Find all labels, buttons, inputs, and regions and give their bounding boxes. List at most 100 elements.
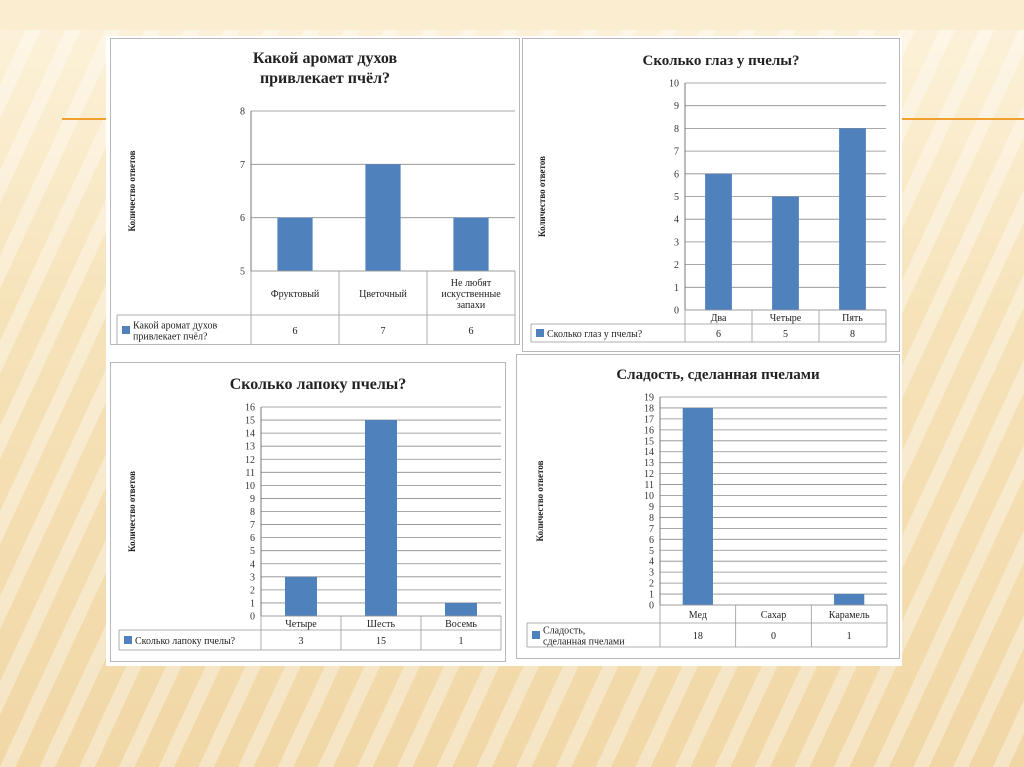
y-tick-label: 5	[240, 267, 245, 278]
data-table-value: 7	[381, 326, 386, 337]
y-tick-label: 6	[250, 533, 255, 544]
chart-title: Сколько глаз у пчелы?	[642, 53, 799, 69]
y-tick-label: 3	[250, 572, 255, 583]
y-tick-label: 7	[240, 160, 245, 171]
y-tick-label: 3	[649, 568, 654, 579]
y-axis-label: Количество ответов	[535, 460, 545, 541]
category-label: Четыре	[285, 619, 317, 630]
accent-line-left	[62, 118, 120, 120]
chart-panel-sweet: Сладость, сделанная пчелами Количество от…	[516, 354, 900, 659]
y-tick-label: 8	[674, 124, 679, 135]
y-tick-label: 5	[674, 192, 679, 203]
y-tick-label: 14	[245, 429, 255, 440]
chart-title: Какой аромат духов привлекает пчёл?	[253, 50, 398, 87]
y-tick-label: 1	[674, 283, 679, 294]
y-tick-label: 16	[644, 425, 654, 436]
legend-series-name: Сколько лапоку пчелы?	[135, 636, 236, 647]
y-tick-label: 11	[245, 468, 255, 479]
legend-key	[124, 636, 132, 644]
category-label: Восемь	[445, 619, 477, 630]
y-tick-label: 7	[649, 524, 654, 535]
chart-legs: Сколько лапоку пчелы? Количество ответов 0…	[118, 376, 502, 651]
bar-2	[772, 196, 799, 310]
chart-title: Сладость, сделанная пчелами	[616, 367, 820, 383]
y-tick-label: 2	[649, 579, 654, 590]
bar-3	[453, 217, 489, 271]
data-table-value: 3	[299, 636, 304, 647]
y-tick-label: 5	[649, 546, 654, 557]
y-tick-label: 12	[644, 469, 654, 480]
legend-key	[536, 329, 544, 337]
category-label: Пять	[842, 313, 863, 324]
y-tick-label: 1	[250, 598, 255, 609]
chart-title: Сколько лапоку пчелы?	[230, 376, 407, 393]
chart-eyes: Сколько глаз у пчелы? Количество ответов 0…	[530, 53, 887, 343]
y-tick-label: 6	[240, 213, 245, 224]
slide-top-band	[0, 0, 1024, 30]
y-tick-label: 2	[674, 260, 679, 271]
chart-panel-perfume: Какой аромат духов привлекает пчёл? Количе…	[110, 38, 520, 345]
bar-1	[277, 217, 313, 271]
data-table-value: 18	[693, 631, 703, 642]
chart-panel-legs: Сколько лапоку пчелы? Количество ответов 0…	[110, 362, 506, 662]
data-table-value: 5	[783, 329, 788, 340]
y-tick-label: 2	[250, 585, 255, 596]
category-label: Цветочный	[359, 289, 407, 300]
data-table-value: 1	[459, 636, 464, 647]
category-label: Шесть	[367, 619, 396, 630]
data-table-value: 6	[716, 329, 721, 340]
y-tick-label: 0	[674, 306, 679, 317]
chart-panel-eyes: Сколько глаз у пчелы? Количество ответов 0…	[522, 38, 900, 352]
category-label: Фруктовый	[271, 289, 320, 300]
bar-3	[834, 594, 865, 605]
y-tick-label: 9	[250, 494, 255, 505]
data-table-value: 6	[469, 326, 474, 337]
y-tick-label: 8	[240, 107, 245, 118]
category-label: Карамель	[829, 610, 870, 621]
y-axis-label: Количество ответов	[127, 471, 137, 552]
data-table-value: 15	[376, 636, 386, 647]
data-table-value: 6	[293, 326, 298, 337]
y-axis-label: Количество ответов	[537, 156, 547, 237]
y-tick-label: 11	[644, 480, 654, 491]
legend-key	[122, 326, 130, 334]
y-tick-label: 0	[649, 601, 654, 612]
y-tick-label: 5	[250, 546, 255, 557]
y-tick-label: 4	[649, 557, 654, 568]
bar-1	[705, 173, 732, 310]
y-tick-label: 0	[250, 612, 255, 623]
category-label: Четыре	[770, 313, 802, 324]
y-tick-label: 9	[674, 101, 679, 112]
category-label: Сахар	[761, 610, 786, 621]
y-tick-label: 10	[644, 491, 654, 502]
category-label: Мед	[689, 610, 707, 621]
y-tick-label: 3	[674, 237, 679, 248]
data-table-value: 0	[771, 631, 776, 642]
y-tick-label: 14	[644, 447, 654, 458]
y-tick-label: 6	[649, 535, 654, 546]
charts-sheet: Какой аромат духов привлекает пчёл? Количе…	[106, 36, 902, 666]
y-tick-label: 8	[250, 507, 255, 518]
y-tick-label: 19	[644, 393, 654, 404]
legend-series-name: Какой аромат духов привлекает пчёл?	[133, 321, 217, 343]
chart-perfume: Какой аромат духов привлекает пчёл? Количе…	[116, 50, 516, 344]
y-tick-label: 13	[245, 442, 255, 453]
y-tick-label: 8	[649, 513, 654, 524]
accent-line-right	[896, 118, 1024, 120]
y-tick-label: 4	[674, 215, 679, 226]
bar-3	[445, 602, 477, 616]
data-table-value: 1	[847, 631, 852, 642]
bar-3	[839, 128, 866, 310]
y-tick-label: 4	[250, 559, 255, 570]
y-tick-label: 7	[250, 520, 255, 531]
bar-2	[365, 420, 397, 616]
y-tick-label: 15	[644, 436, 654, 447]
category-label: Не любят искуственные запахи	[441, 278, 501, 311]
y-axis-label: Количество ответов	[127, 150, 137, 231]
bar-1	[285, 576, 317, 616]
y-tick-label: 1	[649, 590, 654, 601]
y-tick-label: 18	[644, 403, 654, 414]
y-tick-label: 16	[245, 403, 255, 414]
y-tick-label: 10	[669, 79, 679, 90]
y-tick-label: 13	[644, 458, 654, 469]
